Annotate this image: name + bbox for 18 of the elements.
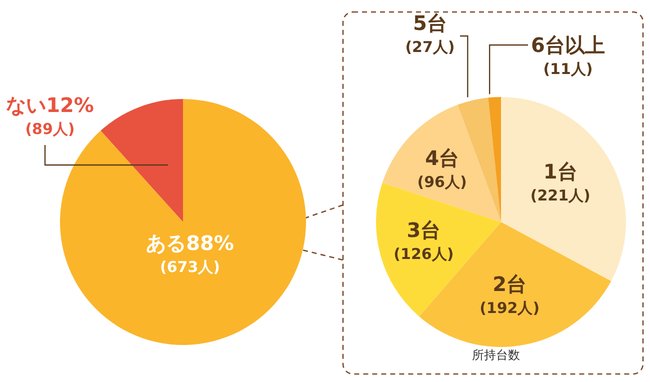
data-label: (192人)	[480, 298, 540, 317]
text: 所持台数	[471, 347, 521, 364]
slice-label: ある88% (673人)	[146, 231, 234, 276]
pie-slice	[100, 99, 183, 222]
data-label: (221人)	[530, 186, 590, 204]
slice-label: 6台以上	[531, 33, 605, 57]
slice-label: 5台	[413, 11, 447, 35]
data-label: (96人)	[417, 172, 467, 191]
slice-label: 3台	[406, 218, 441, 242]
slice-label: ない12% (89人)	[6, 93, 94, 138]
slice-label: 1台	[543, 159, 578, 184]
data-label: (126人)	[394, 244, 454, 263]
slice-label: 4台	[425, 146, 460, 170]
slice-label: 2台	[492, 272, 527, 296]
data-label: (11人)	[543, 60, 593, 78]
pie-slice	[488, 97, 501, 222]
data-label: (27人)	[405, 38, 455, 56]
pie-slice	[382, 104, 501, 222]
